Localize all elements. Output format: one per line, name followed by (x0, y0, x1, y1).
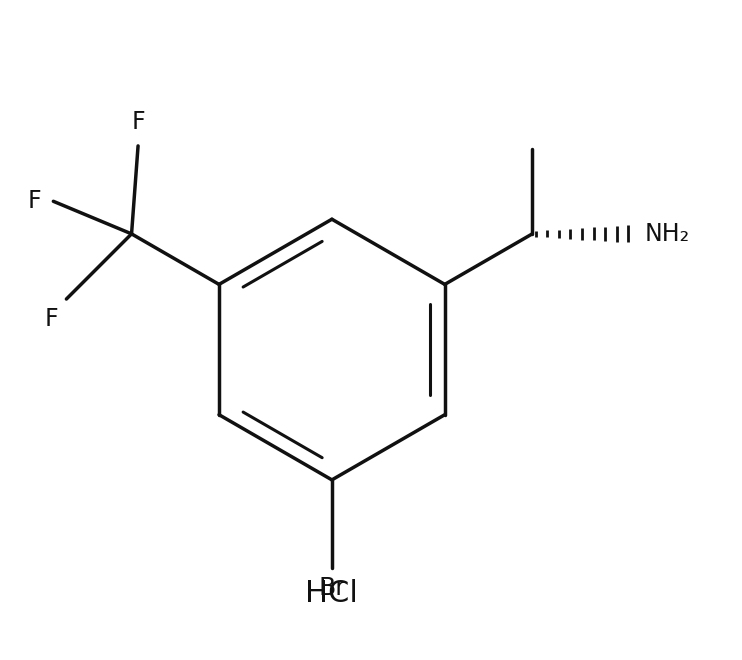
Text: NH₂: NH₂ (644, 222, 689, 246)
Text: F: F (131, 110, 145, 134)
Text: F: F (45, 307, 59, 331)
Text: F: F (28, 189, 42, 213)
Text: HCl: HCl (306, 579, 358, 609)
Text: Br: Br (318, 576, 346, 600)
